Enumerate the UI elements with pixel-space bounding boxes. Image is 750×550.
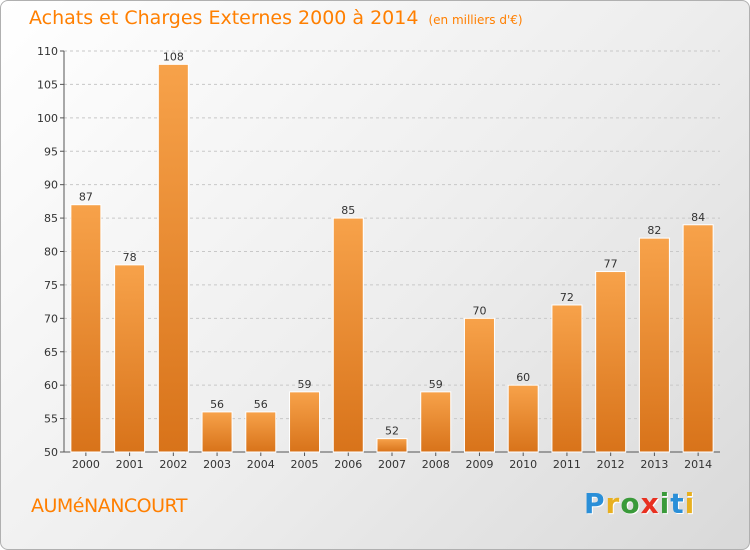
x-tick-label-2000: 2000 <box>72 458 100 471</box>
bars <box>70 63 714 453</box>
bar-2002 <box>157 63 189 453</box>
logo-letter: i <box>659 487 671 520</box>
chart-title: Achats et Charges Externes 2000 à 2014 (e… <box>29 7 523 29</box>
x-tick-label-2013: 2013 <box>640 458 668 471</box>
y-tick-label: 110 <box>37 45 58 58</box>
x-tick-label-2010: 2010 <box>509 458 537 471</box>
x-tick-label-2009: 2009 <box>465 458 493 471</box>
logo-letter: P <box>584 487 606 520</box>
x-tick-label-2008: 2008 <box>422 458 450 471</box>
y-tick-label: 50 <box>44 446 58 459</box>
chart-unit: (en milliers d'€) <box>428 13 523 27</box>
x-tick-label-2005: 2005 <box>291 458 319 471</box>
bar-2001 <box>114 264 146 453</box>
x-tick-label-2006: 2006 <box>334 458 362 471</box>
bar-2012 <box>595 271 627 453</box>
data-label-2001: 78 <box>123 251 137 264</box>
y-tick-label: 80 <box>44 246 58 259</box>
data-label-2006: 85 <box>341 204 355 217</box>
x-tick-label-2014: 2014 <box>684 458 712 471</box>
commune-name: AUMéNANCOURT <box>31 495 187 517</box>
x-tick-label-2007: 2007 <box>378 458 406 471</box>
data-label-2014: 84 <box>691 211 705 224</box>
proxiti-logo: Proxiti <box>584 487 695 520</box>
bar-2014 <box>682 224 714 453</box>
bar-2000 <box>70 204 102 453</box>
data-label-2013: 82 <box>647 224 661 237</box>
y-tick-label: 75 <box>44 279 58 292</box>
y-tick-label: 65 <box>44 346 58 359</box>
bar-2006 <box>332 217 364 453</box>
x-tick-label-2001: 2001 <box>116 458 144 471</box>
data-label-2007: 52 <box>385 425 399 438</box>
x-tick-label-2011: 2011 <box>553 458 581 471</box>
y-tick-label: 90 <box>44 179 58 192</box>
bar-2005 <box>289 391 321 453</box>
data-label-2008: 59 <box>429 378 443 391</box>
y-tick-label: 100 <box>37 112 58 125</box>
bar-2009 <box>463 317 495 453</box>
x-tick-label-2012: 2012 <box>597 458 625 471</box>
x-tick-label-2004: 2004 <box>247 458 275 471</box>
x-tick-label-2002: 2002 <box>159 458 187 471</box>
axes: 50 55 60 65 70 75 80 85 90 95 100 105 110 <box>37 45 720 459</box>
data-label-2005: 59 <box>298 378 312 391</box>
bar-2013 <box>638 237 670 453</box>
bar-2004 <box>245 411 277 453</box>
logo-letter: r <box>605 487 621 520</box>
bar-2008 <box>420 391 452 453</box>
chart-title-text: Achats et Charges Externes 2000 à 2014 <box>29 7 419 29</box>
logo-letter: o <box>620 487 641 520</box>
logo-letter: t <box>670 487 685 520</box>
bar-2011 <box>551 304 583 453</box>
logo-letter: i <box>684 487 696 520</box>
bar-2003 <box>201 411 233 453</box>
labels: 87 2000 78 2001 108 2002 56 2003 56 2004 59 2005 85 2… <box>72 50 712 471</box>
data-label-2000: 87 <box>79 191 93 204</box>
data-label-2003: 56 <box>210 398 224 411</box>
x-tick-label-2003: 2003 <box>203 458 231 471</box>
y-tick-label: 95 <box>44 145 58 158</box>
y-tick-label: 105 <box>37 78 58 91</box>
logo-letter: x <box>640 487 660 520</box>
data-label-2012: 77 <box>604 258 618 271</box>
data-label-2011: 72 <box>560 291 574 304</box>
data-label-2009: 70 <box>472 304 486 317</box>
y-tick-label: 70 <box>44 312 58 325</box>
y-tick-label: 60 <box>44 379 58 392</box>
y-tick-label: 85 <box>44 212 58 225</box>
data-label-2010: 60 <box>516 371 530 384</box>
data-label-2002: 108 <box>163 50 184 63</box>
y-tick-label: 55 <box>44 413 58 426</box>
bar-2007 <box>376 438 408 453</box>
data-label-2004: 56 <box>254 398 268 411</box>
bar-2010 <box>507 384 539 453</box>
